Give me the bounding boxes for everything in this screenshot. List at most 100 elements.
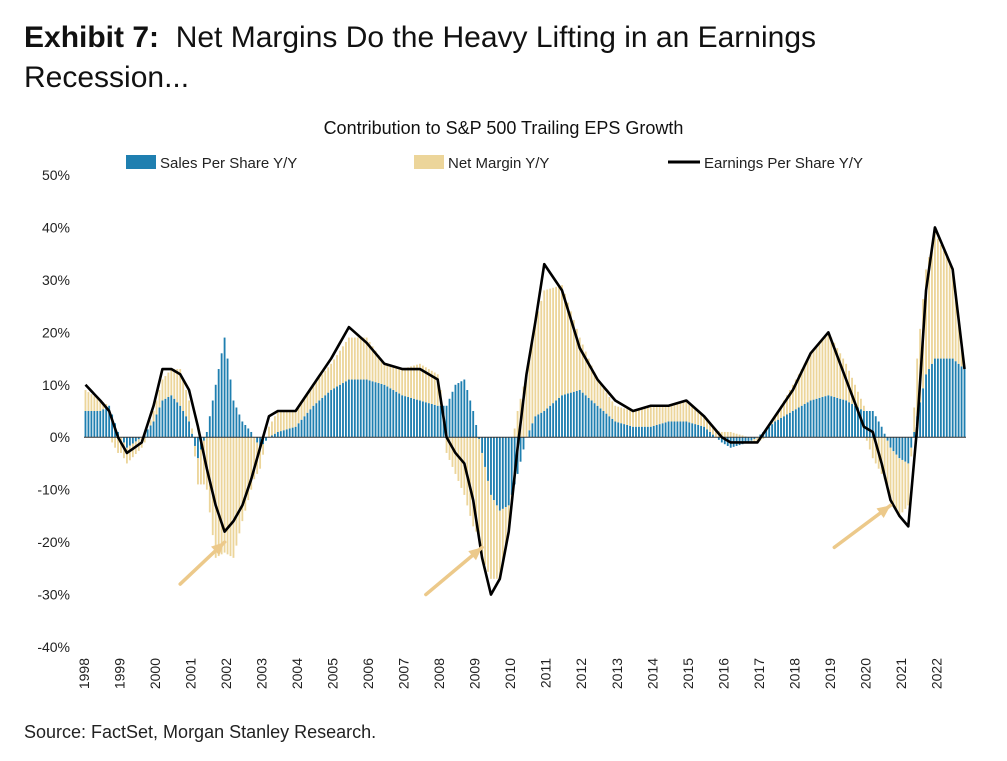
sales-bar <box>951 358 954 438</box>
margin-bar <box>294 411 297 427</box>
margin-bar <box>339 350 341 385</box>
sales-bar <box>433 404 436 438</box>
sales-bar <box>99 411 102 438</box>
sales-bar <box>410 397 412 438</box>
sales-bar <box>149 425 152 438</box>
sales-bar <box>347 379 350 438</box>
sales-bar <box>833 397 836 438</box>
sales-bar <box>626 424 629 438</box>
sales-bar <box>712 434 714 438</box>
sales-bar <box>167 397 170 438</box>
margin-bar <box>93 396 96 411</box>
sales-bar <box>543 411 546 438</box>
sales-bar <box>614 421 617 438</box>
margin-bar <box>552 287 555 404</box>
legend-swatch-sales <box>126 155 156 169</box>
x-tick-label: 2012 <box>573 658 589 689</box>
margin-bar <box>590 365 593 401</box>
margin-bar <box>451 437 454 467</box>
sales-bar <box>800 405 803 438</box>
sales-bar <box>374 382 377 438</box>
x-tick-label: 2003 <box>254 658 270 689</box>
margin-bar <box>623 408 626 425</box>
sales-bar <box>898 437 901 459</box>
margin-bar <box>857 391 859 408</box>
margin-bar <box>860 398 862 410</box>
margin-bar <box>327 367 330 393</box>
margin-bar <box>584 351 587 396</box>
sales-bar <box>436 405 439 438</box>
margin-bar <box>735 433 738 438</box>
sales-bar <box>134 437 137 442</box>
sales-bar <box>934 358 936 438</box>
margin-bar <box>951 269 954 359</box>
margin-bar <box>214 437 217 558</box>
margin-bar <box>404 368 407 397</box>
margin-bar <box>318 377 321 401</box>
sales-bar <box>238 414 241 438</box>
sales-bar <box>910 437 913 448</box>
margin-bar <box>960 344 963 367</box>
x-tick-label: 2017 <box>751 658 767 689</box>
sales-bar <box>549 405 552 438</box>
margin-bar <box>931 244 933 364</box>
sales-bar <box>445 405 448 438</box>
sales-bar <box>152 421 155 438</box>
margin-bar <box>271 421 273 436</box>
margin-bar <box>303 397 306 417</box>
x-tick-label: 2011 <box>538 658 554 688</box>
sales-bar <box>797 407 800 438</box>
sales-bar <box>717 437 720 440</box>
margin-bar <box>516 411 519 438</box>
sales-bar <box>865 411 868 438</box>
margin-bar <box>356 337 359 380</box>
margin-bar <box>383 363 386 385</box>
sales-bar <box>342 383 344 438</box>
margin-bar <box>957 319 960 364</box>
margin-bar <box>942 251 945 359</box>
y-tick-label: 40% <box>42 219 70 235</box>
sales-bar <box>466 390 469 438</box>
margin-bar <box>851 377 853 405</box>
sales-bar <box>265 437 267 441</box>
sales-bar <box>667 421 670 438</box>
margin-bar <box>815 346 818 399</box>
margin-bar <box>587 358 590 398</box>
margin-bar <box>114 437 116 448</box>
sales-bar <box>495 437 498 506</box>
margin-bar <box>635 410 637 427</box>
sales-bar <box>309 409 312 438</box>
sales-bar <box>587 397 590 438</box>
margin-bar <box>646 406 649 427</box>
margin-bar <box>347 337 350 380</box>
sales-bar <box>907 437 910 464</box>
sales-bar <box>578 390 581 438</box>
sales-bar <box>475 424 478 438</box>
sales-bar <box>137 437 140 440</box>
sales-bar <box>723 437 726 445</box>
margin-bar <box>149 420 152 426</box>
sales-bar <box>256 437 259 443</box>
margin-bar <box>632 411 634 427</box>
margin-bar <box>223 437 226 553</box>
sales-bar <box>365 379 368 438</box>
sales-bar <box>836 397 839 438</box>
margin-bar <box>342 346 344 384</box>
margin-bar <box>626 409 629 425</box>
y-tick-label: 20% <box>42 324 70 340</box>
sales-bar <box>960 366 963 438</box>
margin-bar <box>380 359 383 384</box>
margin-bar <box>797 374 800 408</box>
sales-bar <box>519 437 522 462</box>
sales-bar <box>709 431 711 438</box>
sales-bar <box>895 437 898 455</box>
margin-bar <box>709 423 711 432</box>
sales-bar <box>531 423 534 438</box>
margin-bar <box>614 405 617 422</box>
margin-bar <box>741 435 744 438</box>
margin-bar <box>640 408 643 427</box>
sales-bar <box>602 411 605 438</box>
sales-bar <box>590 400 593 438</box>
margin-bar <box>534 321 537 417</box>
margin-bar <box>176 369 179 403</box>
